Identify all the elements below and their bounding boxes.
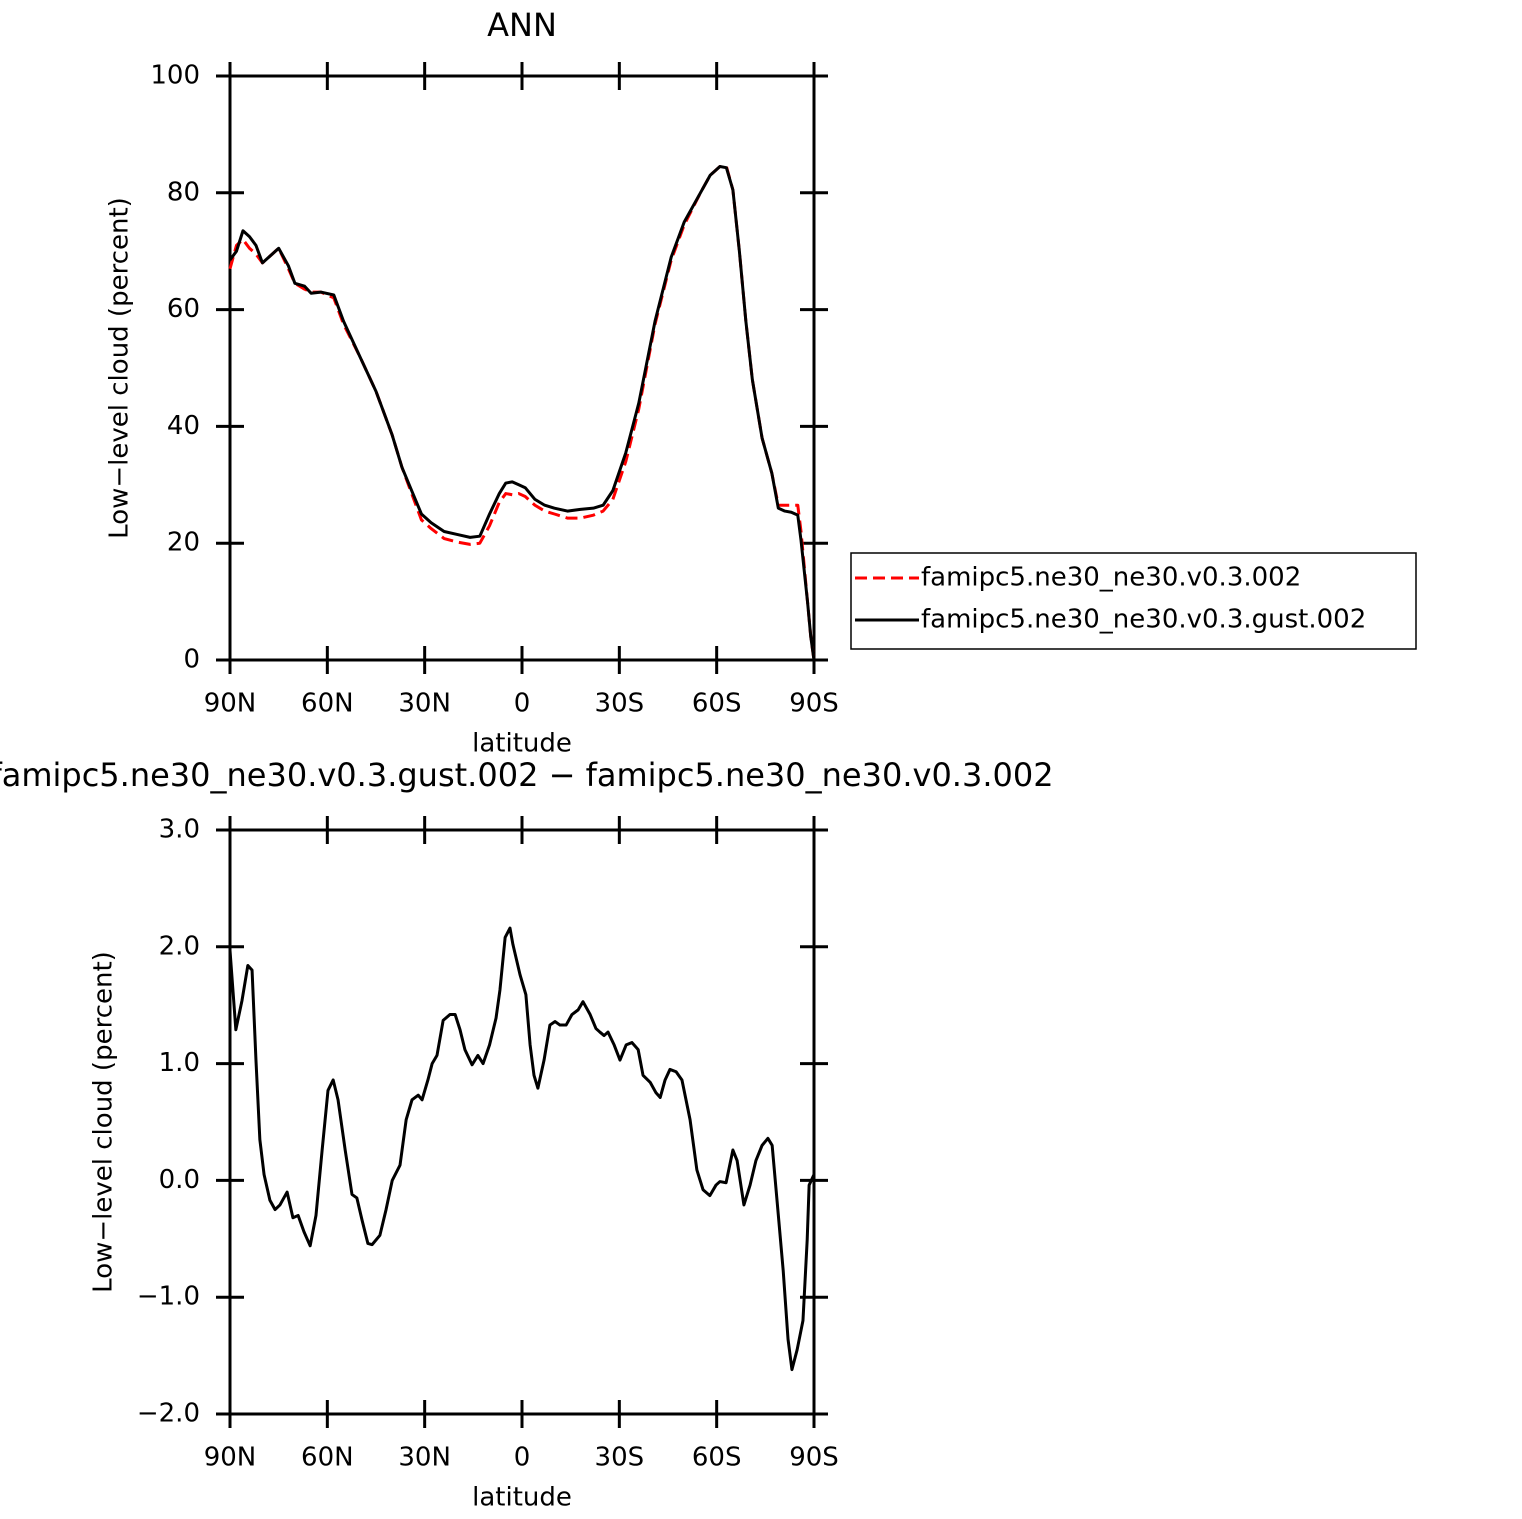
x-tick-label: 60N: [301, 1443, 354, 1473]
y-tick-label: 80: [167, 177, 200, 207]
x-tick-label: 90N: [204, 1443, 257, 1473]
chart-title: ANN: [487, 6, 557, 44]
y-tick-label: −1.0: [137, 1282, 200, 1312]
x-tick-label: 90S: [789, 1443, 839, 1473]
x-tick-label: 60S: [692, 1443, 742, 1473]
legend-box: [850, 552, 1417, 650]
y-axis-label: Low−level cloud (percent): [105, 197, 135, 539]
x-axis-label: latitude: [472, 1483, 572, 1513]
y-axis-label: Low−level cloud (percent): [89, 951, 119, 1293]
y-tick-label: 3.0: [159, 815, 200, 845]
x-axis-label: latitude: [472, 729, 572, 759]
y-tick-label: 60: [167, 294, 200, 324]
plot-frame: [228, 74, 816, 662]
y-tick-label: −2.0: [137, 1399, 200, 1429]
y-tick-label: 0.0: [159, 1165, 200, 1195]
y-tick-label: 40: [167, 411, 200, 441]
y-tick-label: 20: [167, 528, 200, 558]
y-tick-label: 1.0: [159, 1048, 200, 1078]
x-tick-label: 90S: [789, 689, 839, 719]
x-tick-label: 0: [514, 689, 531, 719]
x-tick-label: 30N: [398, 689, 451, 719]
x-tick-label: 0: [514, 1443, 531, 1473]
x-tick-label: 30S: [595, 689, 645, 719]
legend-label: famipc5.ne30_ne30.v0.3.gust.002: [921, 605, 1366, 635]
chart-title: famipc5.ne30_ne30.v0.3.gust.002 − famipc…: [0, 756, 1054, 794]
x-tick-label: 60S: [692, 689, 742, 719]
x-tick-label: 90N: [204, 689, 257, 719]
data-line: [228, 926, 816, 1372]
x-tick-label: 30N: [398, 1443, 451, 1473]
y-tick-label: 2.0: [159, 931, 200, 961]
plot-frame: [228, 828, 816, 1416]
y-tick-label: 0: [183, 645, 200, 675]
data-line: [228, 165, 816, 661]
legend-label: famipc5.ne30_ne30.v0.3.002: [921, 563, 1301, 593]
x-tick-label: 60N: [301, 689, 354, 719]
y-tick-label: 100: [150, 61, 200, 91]
x-tick-label: 30S: [595, 1443, 645, 1473]
data-line: [228, 165, 816, 661]
